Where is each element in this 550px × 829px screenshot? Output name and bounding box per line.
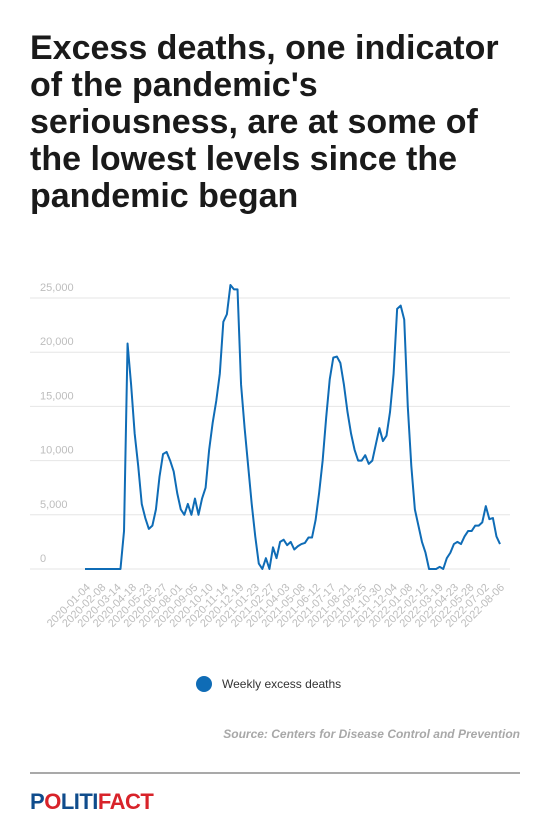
y-tick-label: 25,000 <box>40 282 74 294</box>
legend-marker-icon <box>196 676 212 692</box>
y-tick-label: 20,000 <box>40 336 74 348</box>
source-note: Source: Centers for Disease Control and … <box>223 727 520 741</box>
y-tick-label: 5,000 <box>40 499 68 511</box>
chart-title: Excess deaths, one indicator of the pand… <box>30 29 499 215</box>
line-chart: 0 5,000 10,000 15,000 20,000 25,000 2020-01-0… <box>30 282 510 630</box>
y-tick-label: 10,000 <box>40 445 74 457</box>
y-tick-label: 0 <box>40 553 46 565</box>
y-tick-label: 15,000 <box>40 390 74 402</box>
legend[interactable]: Weekly excess deaths <box>196 676 341 692</box>
gridlines <box>30 297 510 570</box>
series-line-weekly-excess-deaths <box>85 283 501 570</box>
y-axis-ticks: 0 5,000 10,000 15,000 20,000 25,000 <box>40 282 74 565</box>
x-axis-ticks: 2020-01-042020-02-082020-03-142020-04-18… <box>45 582 507 630</box>
legend-label: Weekly excess deaths <box>222 677 342 691</box>
divider <box>30 772 520 774</box>
politifact-logo: POLITIFACT <box>30 789 154 814</box>
